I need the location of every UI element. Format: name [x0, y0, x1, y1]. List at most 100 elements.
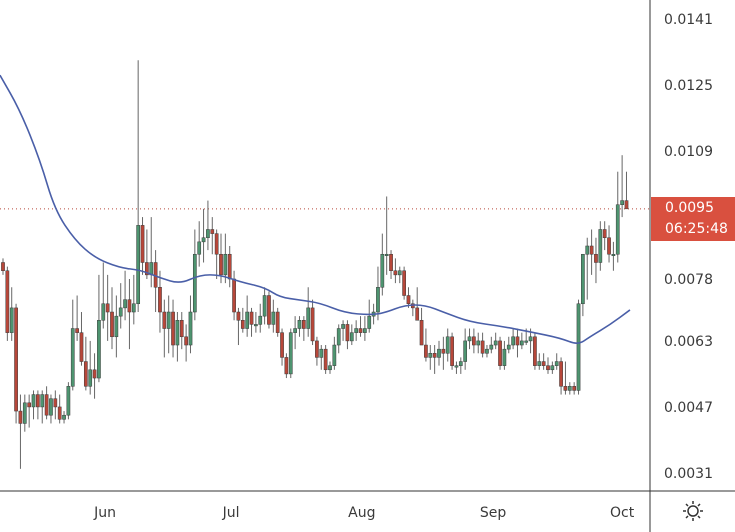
candle-body-up: [31, 394, 36, 408]
candle: [602, 221, 607, 251]
candle: [123, 270, 127, 321]
candle-body-down: [310, 307, 315, 342]
candle: [376, 266, 380, 321]
candle: [367, 299, 372, 333]
settings-gear-icon[interactable]: [682, 500, 704, 522]
candle: [620, 155, 624, 218]
candle-body-up: [62, 414, 66, 420]
candle-body-up: [149, 262, 154, 276]
candle-body-up: [192, 253, 197, 313]
candle: [22, 394, 27, 432]
candle-body-up: [254, 324, 258, 327]
candle-body-up: [454, 365, 459, 368]
candle-body-down: [624, 200, 629, 210]
candle: [158, 270, 162, 333]
candle-body-up: [367, 315, 372, 329]
candle: [254, 312, 258, 333]
candle-body-up: [376, 287, 380, 313]
candle-body-down: [110, 311, 114, 338]
candle-body-down: [541, 361, 546, 366]
candle-body-up: [519, 340, 524, 346]
candle: [175, 312, 180, 362]
candle-body-up: [620, 200, 624, 205]
candle: [36, 390, 40, 420]
candle-body-down: [515, 336, 520, 346]
candle-body-up: [197, 241, 202, 255]
candle-body-down: [75, 328, 79, 333]
candle-body-down: [162, 311, 167, 329]
candle: [576, 299, 581, 395]
candle-body-down: [83, 361, 88, 387]
candle-body-up: [581, 253, 585, 305]
candle: [533, 332, 537, 370]
candle: [489, 336, 494, 354]
candle: [585, 237, 590, 300]
candle-body-down: [184, 336, 188, 346]
candle-body-up: [188, 311, 193, 346]
candle: [598, 221, 603, 271]
candle: [611, 241, 616, 271]
candle: [424, 328, 428, 362]
candle: [607, 225, 611, 263]
candle: [245, 295, 250, 337]
candle-body-down: [393, 270, 398, 276]
candle: [445, 328, 450, 362]
candle-body-down: [267, 295, 271, 325]
candle: [201, 208, 206, 263]
candle: [127, 279, 132, 350]
candle: [227, 245, 232, 288]
price-tick-label: 0.0031: [664, 466, 713, 482]
candle-body-up: [585, 245, 590, 255]
candle-body-down: [219, 253, 223, 276]
candle: [341, 320, 345, 341]
candle-body-down: [79, 332, 84, 362]
candle: [9, 287, 14, 341]
candle-body-down: [419, 320, 424, 346]
candle: [572, 382, 577, 395]
candle: [101, 262, 106, 329]
candle-body-up: [615, 204, 620, 255]
candle: [554, 353, 559, 370]
candle: [393, 258, 398, 284]
candle: [166, 295, 171, 354]
candle: [458, 357, 463, 374]
candle: [70, 299, 75, 391]
candle: [502, 340, 507, 370]
candle: [550, 361, 555, 374]
candle-body-down: [145, 262, 149, 276]
candle-body-up: [101, 303, 106, 321]
candle: [18, 394, 23, 469]
last-price-value: 0.0095: [665, 200, 714, 216]
candle: [153, 250, 158, 313]
candle-body-up: [245, 311, 250, 329]
candle-body-up: [354, 328, 359, 333]
candle: [589, 229, 594, 275]
candle: [149, 217, 154, 288]
candle: [110, 287, 114, 350]
candle-body-down: [53, 398, 58, 408]
candle: [145, 229, 149, 280]
candle: [498, 336, 502, 370]
candle-body-down: [602, 229, 607, 238]
candle: [332, 336, 337, 370]
price-tick-label: 0.0109: [664, 144, 713, 160]
candle: [415, 287, 420, 321]
candle: [594, 237, 598, 284]
candle-body-down: [498, 340, 502, 366]
candle: [406, 287, 411, 308]
candle-body-up: [380, 253, 385, 288]
price-axis[interactable]: 0.0141 0.0125 0.0109 0.0078 0.0063 0.0047 0.00…: [664, 12, 713, 482]
candle-body-up: [485, 348, 489, 354]
candle-body-up: [567, 386, 572, 391]
candle: [354, 320, 359, 341]
candle: [240, 307, 245, 333]
candle-body-down: [36, 394, 40, 408]
candle: [1, 258, 5, 275]
candle: [384, 196, 389, 275]
price-tick-label: 0.0141: [664, 12, 713, 28]
time-axis[interactable]: Jun Jul Aug Sep Oct: [93, 505, 635, 521]
candle: [140, 217, 145, 275]
candle: [476, 332, 481, 354]
candle-body-up: [306, 307, 311, 329]
